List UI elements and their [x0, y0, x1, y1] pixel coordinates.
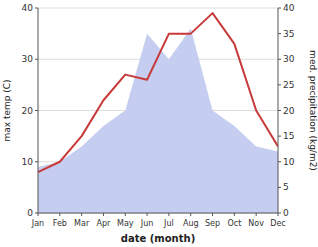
y2-tick-label: 35	[283, 29, 294, 39]
y-tick-label: 40	[22, 3, 34, 13]
x-tick	[168, 213, 169, 216]
x-tick-label: Jul	[163, 219, 174, 228]
x-tick	[38, 213, 39, 216]
y2-tick-label: 0	[283, 208, 289, 218]
x-tick	[234, 213, 235, 216]
y-tick	[35, 161, 38, 162]
y2-tick	[278, 84, 281, 85]
y2-axis-label: med. precipitation (kg/m2)	[308, 50, 318, 171]
y2-tick-label: 20	[283, 106, 295, 116]
y2-tick-label: 10	[283, 157, 295, 167]
x-tick-label: Jan	[31, 219, 44, 228]
y-axis-label: max temp (C)	[2, 79, 12, 141]
x-tick-label: Oct	[227, 219, 241, 228]
y2-tick	[278, 136, 281, 137]
y2-tick-label: 5	[283, 182, 289, 192]
y2-tick	[278, 33, 281, 34]
y2-tick	[278, 59, 281, 60]
grid-line	[38, 213, 278, 214]
x-tick-label: Feb	[53, 219, 67, 228]
chart: 0 10 20 30 40 0 5 10 15 20 25 30 35 40 Jan Feb Mar Apr May…	[0, 0, 318, 247]
x-tick-label: Nov	[248, 219, 264, 228]
y2-tick-label: 15	[283, 131, 294, 141]
x-tick-label: Dec	[270, 219, 285, 228]
x-tick	[278, 213, 279, 216]
x-tick	[147, 213, 148, 216]
y2-tick	[278, 110, 281, 111]
y-tick	[35, 59, 38, 60]
grid	[38, 8, 278, 213]
y-tick	[35, 8, 38, 9]
y2-tick	[278, 187, 281, 188]
x-tick	[190, 213, 191, 216]
x-tick-label: May	[117, 219, 134, 228]
x-tick	[125, 213, 126, 216]
x-tick-label: Jun	[140, 219, 154, 228]
x-axis-line	[38, 213, 278, 214]
y2-tick-label: 25	[283, 80, 294, 90]
y2-tick-label: 30	[283, 54, 295, 64]
axes: 0 10 20 30 40 0 5 10 15 20 25 30 35 40 Jan Feb Mar Apr May…	[2, 3, 318, 244]
y-tick-label: 20	[22, 106, 34, 116]
y-tick	[35, 110, 38, 111]
x-tick	[256, 213, 257, 216]
grid-line	[38, 8, 278, 9]
x-tick-label: Aug	[183, 219, 199, 228]
y2-tick	[278, 161, 281, 162]
x-axis-label: date (month)	[121, 233, 195, 244]
x-tick-label: Mar	[74, 219, 90, 228]
x-tick	[212, 213, 213, 216]
x-tick	[81, 213, 82, 216]
y2-tick	[278, 8, 281, 9]
x-tick-label: Apr	[97, 219, 112, 228]
x-tick	[103, 213, 104, 216]
x-tick-label: Sep	[205, 219, 220, 228]
y-tick-label: 30	[22, 54, 34, 64]
y2-tick-label: 40	[283, 3, 295, 13]
y-tick-label: 0	[27, 208, 33, 218]
temperature-line	[38, 13, 278, 172]
x-tick	[59, 213, 60, 216]
plot-area	[38, 13, 278, 213]
y-tick-label: 10	[22, 157, 34, 167]
chart-container: 0 10 20 30 40 0 5 10 15 20 25 30 35 40 Jan Feb Mar Apr May…	[0, 0, 318, 247]
